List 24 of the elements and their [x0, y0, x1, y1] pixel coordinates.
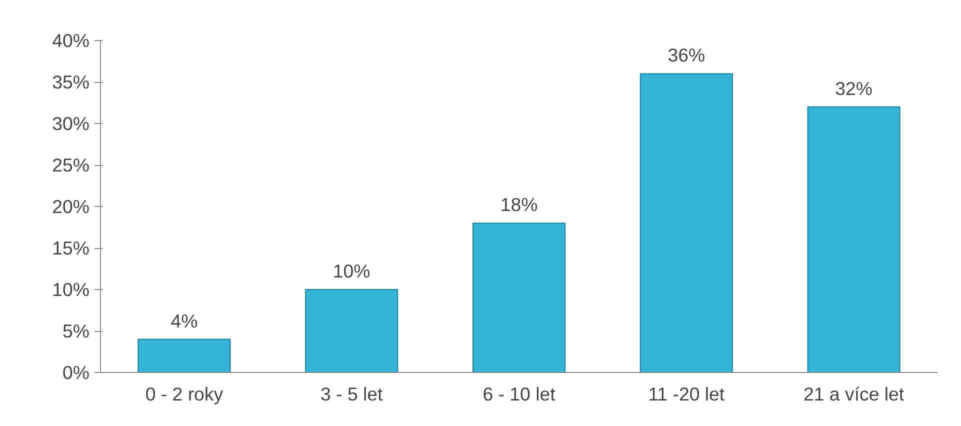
y-tick-label: 20%	[52, 196, 90, 217]
x-tick-label: 3 - 5 let	[320, 384, 384, 404]
data-label: 32%	[835, 78, 872, 99]
bar	[807, 106, 900, 372]
y-tick-label: 5%	[62, 320, 90, 342]
bar	[305, 289, 398, 372]
x-tick-label: 6 - 10 let	[482, 384, 556, 404]
y-tick-label: 40%	[52, 30, 90, 51]
y-tick-label: 25%	[52, 154, 90, 176]
bar	[138, 338, 231, 372]
y-tick-label: 35%	[52, 72, 90, 92]
y-tick-label: 15%	[52, 238, 90, 258]
bar	[640, 73, 733, 372]
x-tick-label: 0 - 2 roky	[145, 384, 224, 404]
data-label: 18%	[500, 194, 538, 216]
bar	[472, 222, 566, 372]
x-tick-label: 21 a více let	[804, 384, 905, 404]
data-label: 36%	[668, 44, 706, 66]
x-tick-label: 11 -20 let	[648, 384, 726, 404]
y-tick-label: 30%	[52, 113, 90, 134]
data-label: 10%	[332, 260, 370, 282]
y-tick-label: 0%	[62, 362, 90, 383]
data-label: 4%	[170, 310, 198, 332]
y-tick-label: 10%	[52, 279, 90, 300]
